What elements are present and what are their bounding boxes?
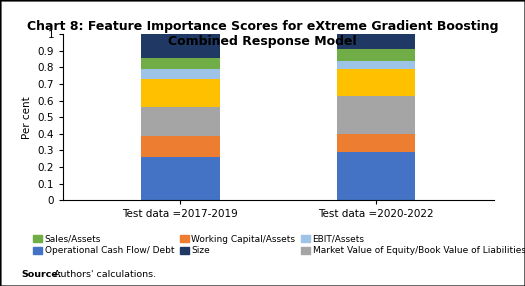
Bar [141,157,219,200]
Text: Chart 8: Feature Importance Scores for eXtreme Gradient Boosting
Combined Respon: Chart 8: Feature Importance Scores for e… [27,20,498,48]
Y-axis label: Per cent: Per cent [22,96,32,139]
Bar [141,136,219,157]
Bar [337,134,415,152]
Bar [141,69,219,79]
Text: Source:: Source: [21,270,61,279]
Bar [337,61,415,69]
Text: Authors' calculations.: Authors' calculations. [51,270,156,279]
Bar [141,107,219,136]
Bar [141,57,219,69]
Bar [141,34,219,57]
Bar [337,49,415,61]
Bar [141,79,219,107]
Bar [337,34,415,49]
Legend: Sales/Assets, Operational Cash Flow/ Debt, Working Capital/Assets, Size, EBIT/As: Sales/Assets, Operational Cash Flow/ Deb… [33,235,525,255]
Bar [337,152,415,200]
Bar [337,69,415,96]
Bar [337,96,415,134]
